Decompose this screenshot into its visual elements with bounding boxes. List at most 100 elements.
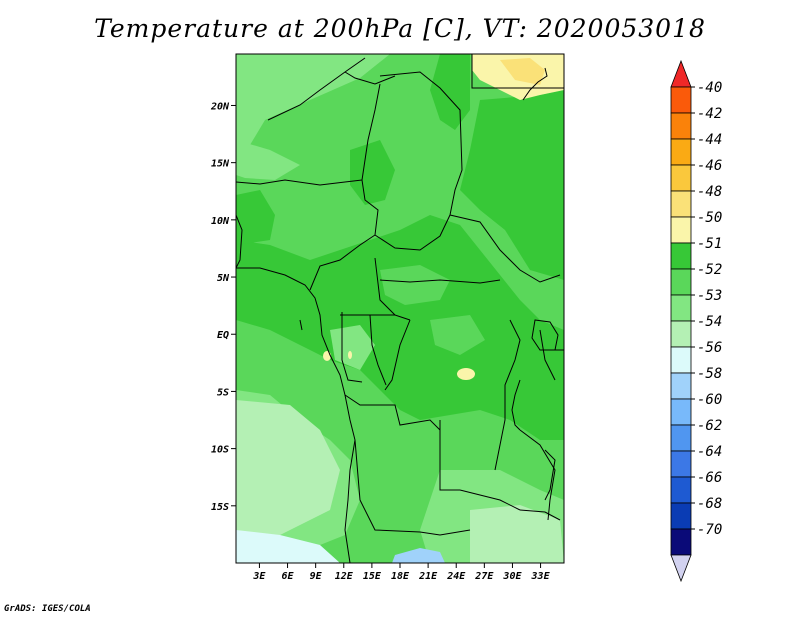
x-tick-label: 33E — [531, 571, 551, 582]
field-spot-yellow-2 — [323, 351, 331, 361]
y-tick-label: 5N — [217, 273, 230, 284]
border-24 — [344, 529, 351, 563]
colorbar-label: -68 — [697, 496, 722, 512]
border-15 — [384, 319, 411, 391]
colorbar-label: -64 — [697, 444, 722, 460]
x-tick-label: 27E — [474, 571, 494, 582]
border-2 — [379, 71, 463, 216]
y-tick-label: 5S — [217, 387, 229, 398]
colorbar: -40 -42 -44 -46 -48 -50 -51 -52 -53 -54 -56 -58 -60 -… — [670, 59, 722, 583]
colorbar-label: -42 — [697, 106, 722, 122]
colorbar-swatch — [670, 320, 692, 348]
field-patch-1 — [380, 265, 450, 305]
border-19 — [494, 319, 521, 471]
border-16 — [344, 394, 441, 431]
y-tick-label: 20N — [210, 101, 230, 112]
x-tick-label: 15E — [363, 571, 382, 582]
island-1 — [299, 319, 303, 331]
border-10 — [374, 257, 396, 316]
border-1 — [267, 57, 366, 121]
y-tick-label: EQ — [217, 330, 229, 341]
x-tick-label: 9E — [310, 571, 323, 582]
colorbar-label: -70 — [697, 522, 722, 538]
coastlines — [236, 67, 559, 531]
field-patch-2 — [430, 315, 485, 355]
field-region-s-blue — [392, 548, 445, 563]
country-borders — [236, 54, 564, 563]
colorbar-swatch — [670, 346, 692, 374]
field-region-sw-pale — [236, 400, 340, 545]
lake-tanganyika — [511, 379, 521, 431]
colorbar-label: -50 — [697, 210, 722, 226]
field-region-ne-gold — [500, 58, 545, 85]
colorbar-label: -66 — [697, 470, 722, 486]
colorbar-label: -62 — [697, 418, 722, 434]
y-tick-label: 15N — [211, 159, 230, 170]
field-patch-3 — [330, 325, 375, 370]
field-spot-yellow-1 — [457, 368, 475, 380]
border-6 — [236, 179, 363, 186]
colorbar-label: -54 — [697, 314, 722, 330]
border-18 — [354, 439, 471, 536]
colorbar-swatch — [670, 372, 692, 400]
colorbar-label: -46 — [697, 158, 722, 174]
colorbar-label: -53 — [697, 288, 722, 304]
x-tick-label: 30E — [502, 571, 522, 582]
lake-malawi — [544, 449, 556, 501]
colorbar-swatch — [670, 398, 692, 426]
field-region-chad-dark — [350, 140, 395, 205]
colorbar-top-arrow — [670, 59, 692, 88]
colorbar-swatch — [670, 268, 692, 296]
field-region-w-light — [236, 140, 300, 180]
colorbar-label: -40 — [697, 80, 722, 96]
coastline-west — [236, 267, 356, 531]
colorbar-label: -56 — [697, 340, 722, 356]
field-region-w-dark — [236, 190, 275, 245]
colorbar-swatch — [670, 242, 692, 270]
colorbar-swatch — [670, 294, 692, 322]
lake-victoria — [531, 319, 559, 351]
colorbar-swatch — [670, 112, 692, 140]
colorbar-swatch — [670, 502, 692, 530]
field-spot-yellow-3 — [348, 351, 352, 359]
border-7 — [449, 214, 561, 283]
border-3 — [344, 71, 396, 85]
colorbar-label: -58 — [697, 366, 722, 382]
coastline-nw — [236, 214, 243, 269]
field-region-n-light — [236, 54, 390, 160]
border-20 — [539, 329, 556, 381]
colorbar-label: -44 — [697, 132, 722, 148]
x-tick-label: 3E — [252, 571, 266, 582]
x-tick-label: 18E — [391, 571, 410, 582]
colorbar-swatch — [670, 164, 692, 192]
border-22 — [519, 509, 561, 521]
colorbar-swatch — [670, 138, 692, 166]
colorbar-swatch — [670, 476, 692, 504]
x-tick-label: 24E — [446, 571, 466, 582]
y-tick-label: 10S — [211, 445, 229, 456]
y-tick-label: 15S — [211, 502, 229, 513]
colorbar-label: -48 — [697, 184, 722, 200]
colorbar-swatch — [670, 86, 692, 114]
border-9 — [309, 234, 376, 291]
border-12 — [340, 314, 411, 321]
border-25 — [459, 489, 521, 511]
nile-river — [522, 67, 548, 101]
colorbar-bottom-arrow — [670, 554, 692, 583]
border-21 — [519, 429, 556, 521]
x-tick-label: 21E — [418, 571, 438, 582]
map-title: Temperature at 200hPa [C], VT: 202005301… — [94, 14, 706, 43]
field-region-se-pale — [470, 505, 564, 563]
colorbar-swatch — [670, 216, 692, 244]
temperature-field — [236, 54, 564, 563]
colorbar-label: -52 — [697, 262, 722, 278]
x-tick-label: 6E — [282, 571, 295, 582]
field-region-sw-cyan — [236, 530, 340, 563]
colorbar-swatch — [670, 190, 692, 218]
grads-credit: GrADS: IGES/COLA — [4, 604, 91, 614]
border-17 — [439, 420, 460, 491]
colorbar-swatch — [670, 450, 692, 478]
colorbar-swatch — [670, 528, 692, 556]
y-tick-label: 10N — [211, 216, 230, 227]
